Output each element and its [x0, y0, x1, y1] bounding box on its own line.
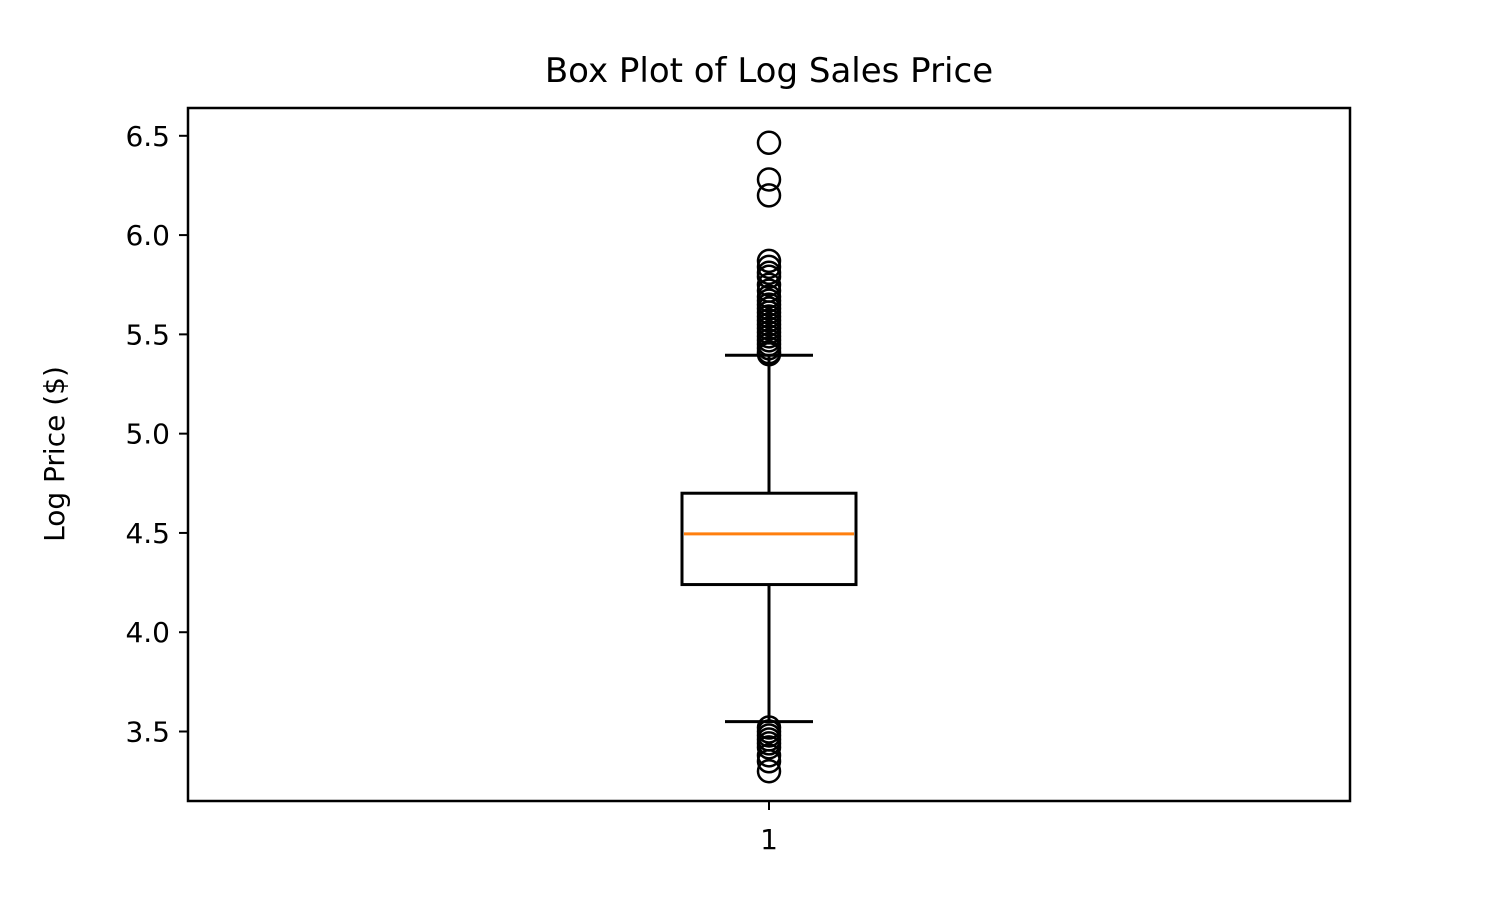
outlier-point: [756, 167, 782, 192]
outlier-point: [756, 749, 782, 774]
y-tick-label: 6.5: [125, 120, 170, 153]
y-tick-label: 5.5: [125, 318, 170, 351]
chart-title: Box Plot of Log Sales Price: [545, 51, 993, 91]
y-axis-label: Log Price ($): [38, 366, 71, 542]
y-tick-label: 3.5: [125, 716, 170, 749]
y-tick-label: 4.0: [125, 616, 170, 649]
outlier-point: [756, 758, 782, 784]
outlier-point: [756, 264, 782, 290]
outlier-point: [756, 272, 782, 297]
outlier-point: [756, 183, 782, 208]
outlier-point: [756, 743, 782, 768]
y-tick-label: 6.0: [125, 219, 170, 252]
x-tick-label: 1: [760, 823, 778, 856]
interquartile-box: [680, 491, 858, 587]
plot-frame: [186, 106, 1352, 803]
plot-area: 3.5 4.0 4.5 5.0 5.5 6.0 6.5 1: [125, 120, 858, 856]
outlier-point: [756, 254, 782, 280]
y-tick-label: 5.0: [125, 418, 170, 451]
outlier-point: [756, 735, 782, 760]
outlier-point: [756, 341, 782, 367]
outlier-point: [756, 130, 782, 155]
outlier-point: [756, 248, 782, 274]
y-tick-label: 4.5: [125, 517, 170, 550]
